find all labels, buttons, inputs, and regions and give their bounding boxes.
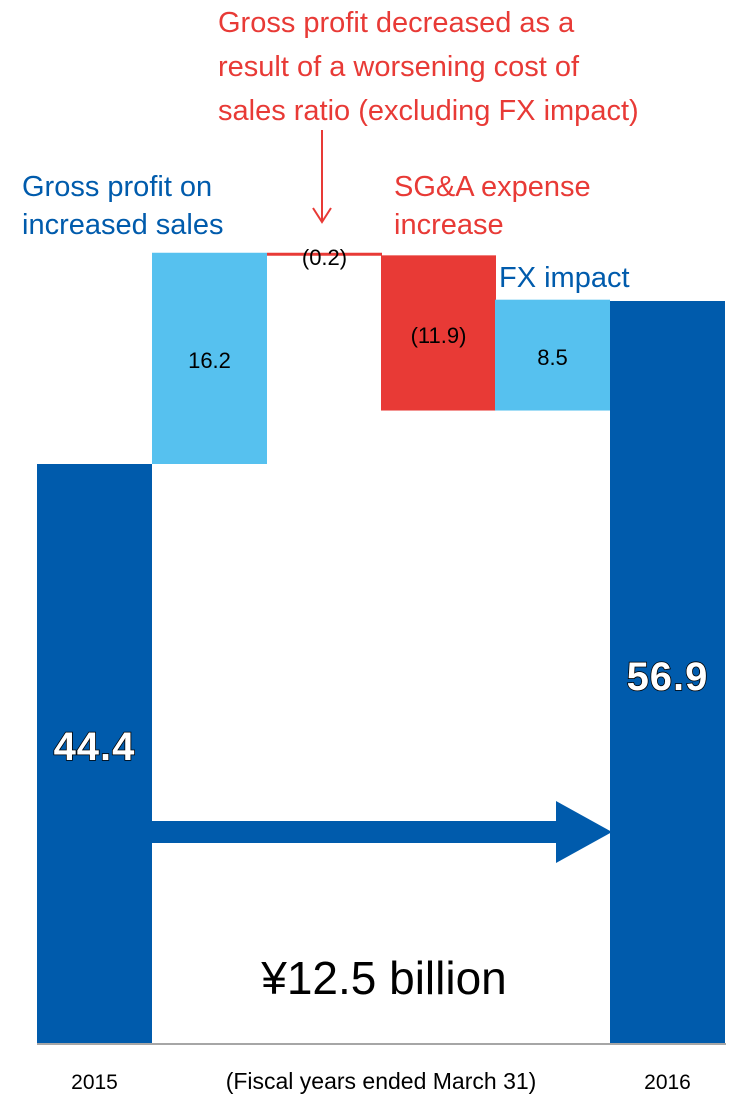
annotation-fx: FX impact [499,262,630,294]
annotation-group: Gross profit decreased as a result of a w… [22,7,639,1004]
value-label-fx: 8.5 [537,345,568,370]
label-group: 44.4 16.2 (0.2) (11.9) 8.5 56.9 2015 2016 (Fisca… [53,245,709,1094]
annotation-gross-profit-sales-line-0: Gross profit on [22,171,212,203]
increase-arrow-shaft [152,821,562,843]
annotation-gross-profit-ratio-line-1: result of a worsening cost of [218,51,580,83]
bar-3 [381,255,496,411]
bar-1 [152,252,267,464]
annotation-sga-line-0: SG&A expense [394,171,591,203]
bar-group [37,252,726,1045]
increase-label: ¥12.5 billion [260,952,507,1004]
increase-arrow-head [556,801,612,863]
down-arrow-head [312,207,332,224]
value-label-gross-profit-sales: 16.2 [188,348,231,373]
footnote: (Fiscal years ended March 31) [226,1068,537,1094]
annotation-gross-profit-sales-line-1: increased sales [22,209,224,241]
bar-0 [37,464,152,1043]
annotation-gross-profit-ratio-line-2: sales ratio (excluding FX impact) [218,95,639,127]
x-label-2015: 2015 [71,1071,118,1094]
value-label-gross-profit-ratio: (0.2) [302,245,347,270]
bar-5 [610,300,725,1043]
bar-4 [495,299,610,411]
annotation-sga-line-1: increase [394,209,504,241]
x-label-2016: 2016 [644,1071,691,1094]
value-label-2015: 44.4 [54,725,136,769]
annotation-gross-profit-ratio-line-0: Gross profit decreased as a [218,7,575,39]
value-label-sga: (11.9) [411,323,467,348]
value-label-2016: 56.9 [627,655,709,699]
bar-2 [267,252,382,256]
